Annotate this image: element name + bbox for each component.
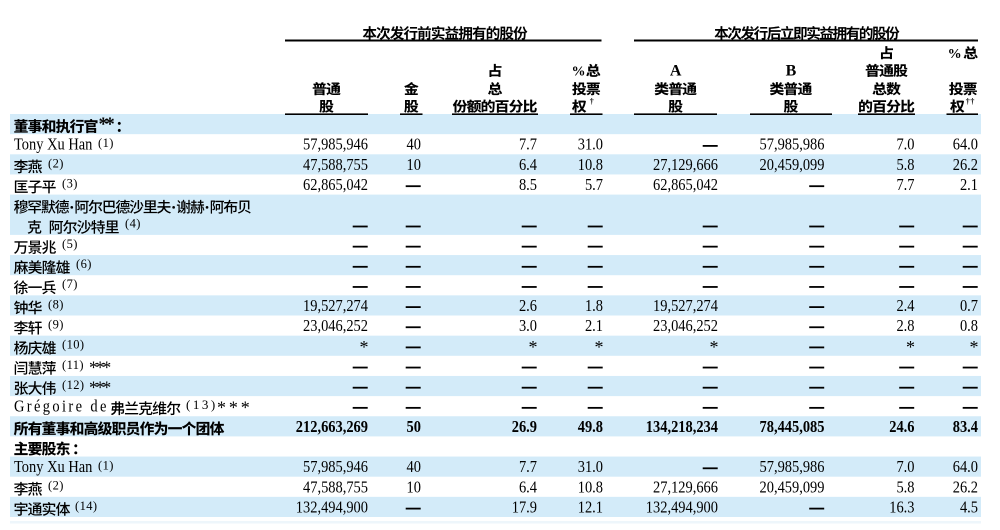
svg-text:1.8: 1.8 — [585, 297, 603, 315]
svg-text:(13): (13) — [186, 397, 218, 412]
svg-text:49.8: 49.8 — [578, 418, 603, 436]
svg-text:31.0: 31.0 — [578, 458, 603, 476]
svg-text:(7): (7) — [62, 277, 78, 291]
svg-text:(3): (3) — [62, 176, 78, 190]
svg-text:10: 10 — [407, 156, 422, 174]
svg-text:212,663,269: 212,663,269 — [296, 418, 368, 436]
svg-text:57,985,986: 57,985,986 — [760, 136, 825, 154]
svg-text:***: *** — [217, 398, 253, 418]
svg-text:57,985,946: 57,985,946 — [303, 458, 368, 476]
svg-text:%: % — [572, 65, 586, 80]
svg-text:27,129,666: 27,129,666 — [653, 478, 718, 496]
svg-text:(6): (6) — [76, 257, 92, 271]
svg-text:5.8: 5.8 — [896, 156, 914, 174]
svg-text:19,527,274: 19,527,274 — [653, 297, 718, 315]
svg-text:57,985,946: 57,985,946 — [303, 136, 368, 154]
svg-text:132,494,900: 132,494,900 — [296, 498, 368, 516]
svg-text:20,459,099: 20,459,099 — [760, 156, 825, 174]
svg-text:(11): (11) — [62, 358, 84, 372]
svg-text:23,046,252: 23,046,252 — [653, 317, 718, 335]
svg-text:62,865,042: 62,865,042 — [653, 176, 718, 194]
svg-text:(2): (2) — [48, 156, 64, 170]
svg-text:***: *** — [89, 378, 111, 398]
svg-text:19,527,274: 19,527,274 — [303, 297, 368, 315]
svg-text:7.7: 7.7 — [519, 136, 537, 154]
svg-text:3.0: 3.0 — [519, 317, 537, 335]
svg-text:2.1: 2.1 — [585, 317, 603, 335]
svg-text:†: † — [590, 97, 594, 106]
svg-text:7.0: 7.0 — [896, 136, 914, 154]
svg-text:(12): (12) — [62, 378, 84, 392]
svg-text:*: * — [710, 337, 719, 357]
svg-text:26.2: 26.2 — [953, 478, 978, 496]
svg-text:*: * — [529, 337, 538, 357]
svg-text:12.1: 12.1 — [578, 498, 603, 516]
svg-text:7.7: 7.7 — [896, 176, 914, 194]
svg-text:(9): (9) — [48, 317, 64, 331]
svg-text:16.3: 16.3 — [889, 498, 914, 516]
svg-text:(4): (4) — [125, 217, 141, 231]
svg-text:64.0: 64.0 — [953, 136, 978, 154]
svg-text:132,494,900: 132,494,900 — [646, 498, 718, 516]
svg-text:(1): (1) — [98, 136, 114, 150]
svg-text:83.4: 83.4 — [953, 418, 978, 436]
svg-text:Tony Xu Han: Tony Xu Han — [14, 458, 93, 476]
svg-text:**: ** — [99, 114, 115, 135]
svg-text:26.2: 26.2 — [953, 156, 978, 174]
svg-text:2.4: 2.4 — [896, 297, 914, 315]
svg-text:31.0: 31.0 — [578, 136, 603, 154]
svg-text:23,046,252: 23,046,252 — [303, 317, 368, 335]
svg-text:24.6: 24.6 — [889, 418, 914, 436]
svg-text:57,985,986: 57,985,986 — [760, 458, 825, 476]
svg-text:64.0: 64.0 — [953, 458, 978, 476]
svg-text:Grégoire de: Grégoire de — [14, 398, 109, 416]
svg-text:7.0: 7.0 — [896, 458, 914, 476]
svg-text:5.7: 5.7 — [585, 176, 603, 194]
svg-text:10: 10 — [407, 478, 422, 496]
svg-text:A: A — [670, 63, 682, 80]
svg-text:7.7: 7.7 — [519, 458, 537, 476]
svg-text:10.8: 10.8 — [578, 478, 603, 496]
svg-text:*: * — [595, 337, 604, 357]
svg-text:47,588,755: 47,588,755 — [303, 478, 368, 496]
svg-text:(10): (10) — [62, 338, 84, 352]
svg-text:%: % — [948, 47, 962, 62]
svg-text:17.9: 17.9 — [512, 498, 537, 516]
svg-text:8.5: 8.5 — [519, 176, 537, 194]
svg-text:0.7: 0.7 — [960, 297, 978, 315]
svg-text:40: 40 — [407, 458, 422, 476]
svg-text:47,588,755: 47,588,755 — [303, 156, 368, 174]
svg-text:40: 40 — [407, 136, 422, 154]
svg-text:6.4: 6.4 — [519, 156, 537, 174]
svg-text:2.1: 2.1 — [960, 176, 978, 194]
svg-text:***: *** — [89, 357, 111, 377]
svg-text:(8): (8) — [48, 297, 64, 311]
svg-text:(1): (1) — [98, 459, 114, 473]
svg-text:Tony Xu Han: Tony Xu Han — [14, 136, 93, 154]
svg-text:B: B — [786, 63, 797, 80]
svg-text:10.8: 10.8 — [578, 156, 603, 174]
svg-text:50: 50 — [407, 418, 422, 436]
svg-text:6.4: 6.4 — [519, 478, 537, 496]
svg-text:*: * — [360, 337, 369, 357]
svg-text:4.5: 4.5 — [960, 498, 978, 516]
svg-text:(2): (2) — [48, 479, 64, 493]
svg-text:2.8: 2.8 — [896, 317, 914, 335]
svg-text:62,865,042: 62,865,042 — [303, 176, 368, 194]
svg-text:78,445,085: 78,445,085 — [760, 418, 825, 436]
svg-text:*: * — [970, 337, 979, 357]
svg-text:(5): (5) — [62, 237, 78, 251]
svg-text:††: †† — [966, 97, 975, 106]
svg-text:2.6: 2.6 — [519, 297, 537, 315]
svg-text:0.8: 0.8 — [960, 317, 978, 335]
svg-text:134,218,234: 134,218,234 — [646, 418, 718, 436]
svg-text:26.9: 26.9 — [512, 418, 537, 436]
svg-text:20,459,099: 20,459,099 — [760, 478, 825, 496]
svg-text:*: * — [906, 337, 915, 357]
svg-text:5.8: 5.8 — [896, 478, 914, 496]
svg-text:(14): (14) — [75, 499, 97, 513]
svg-text:27,129,666: 27,129,666 — [653, 156, 718, 174]
